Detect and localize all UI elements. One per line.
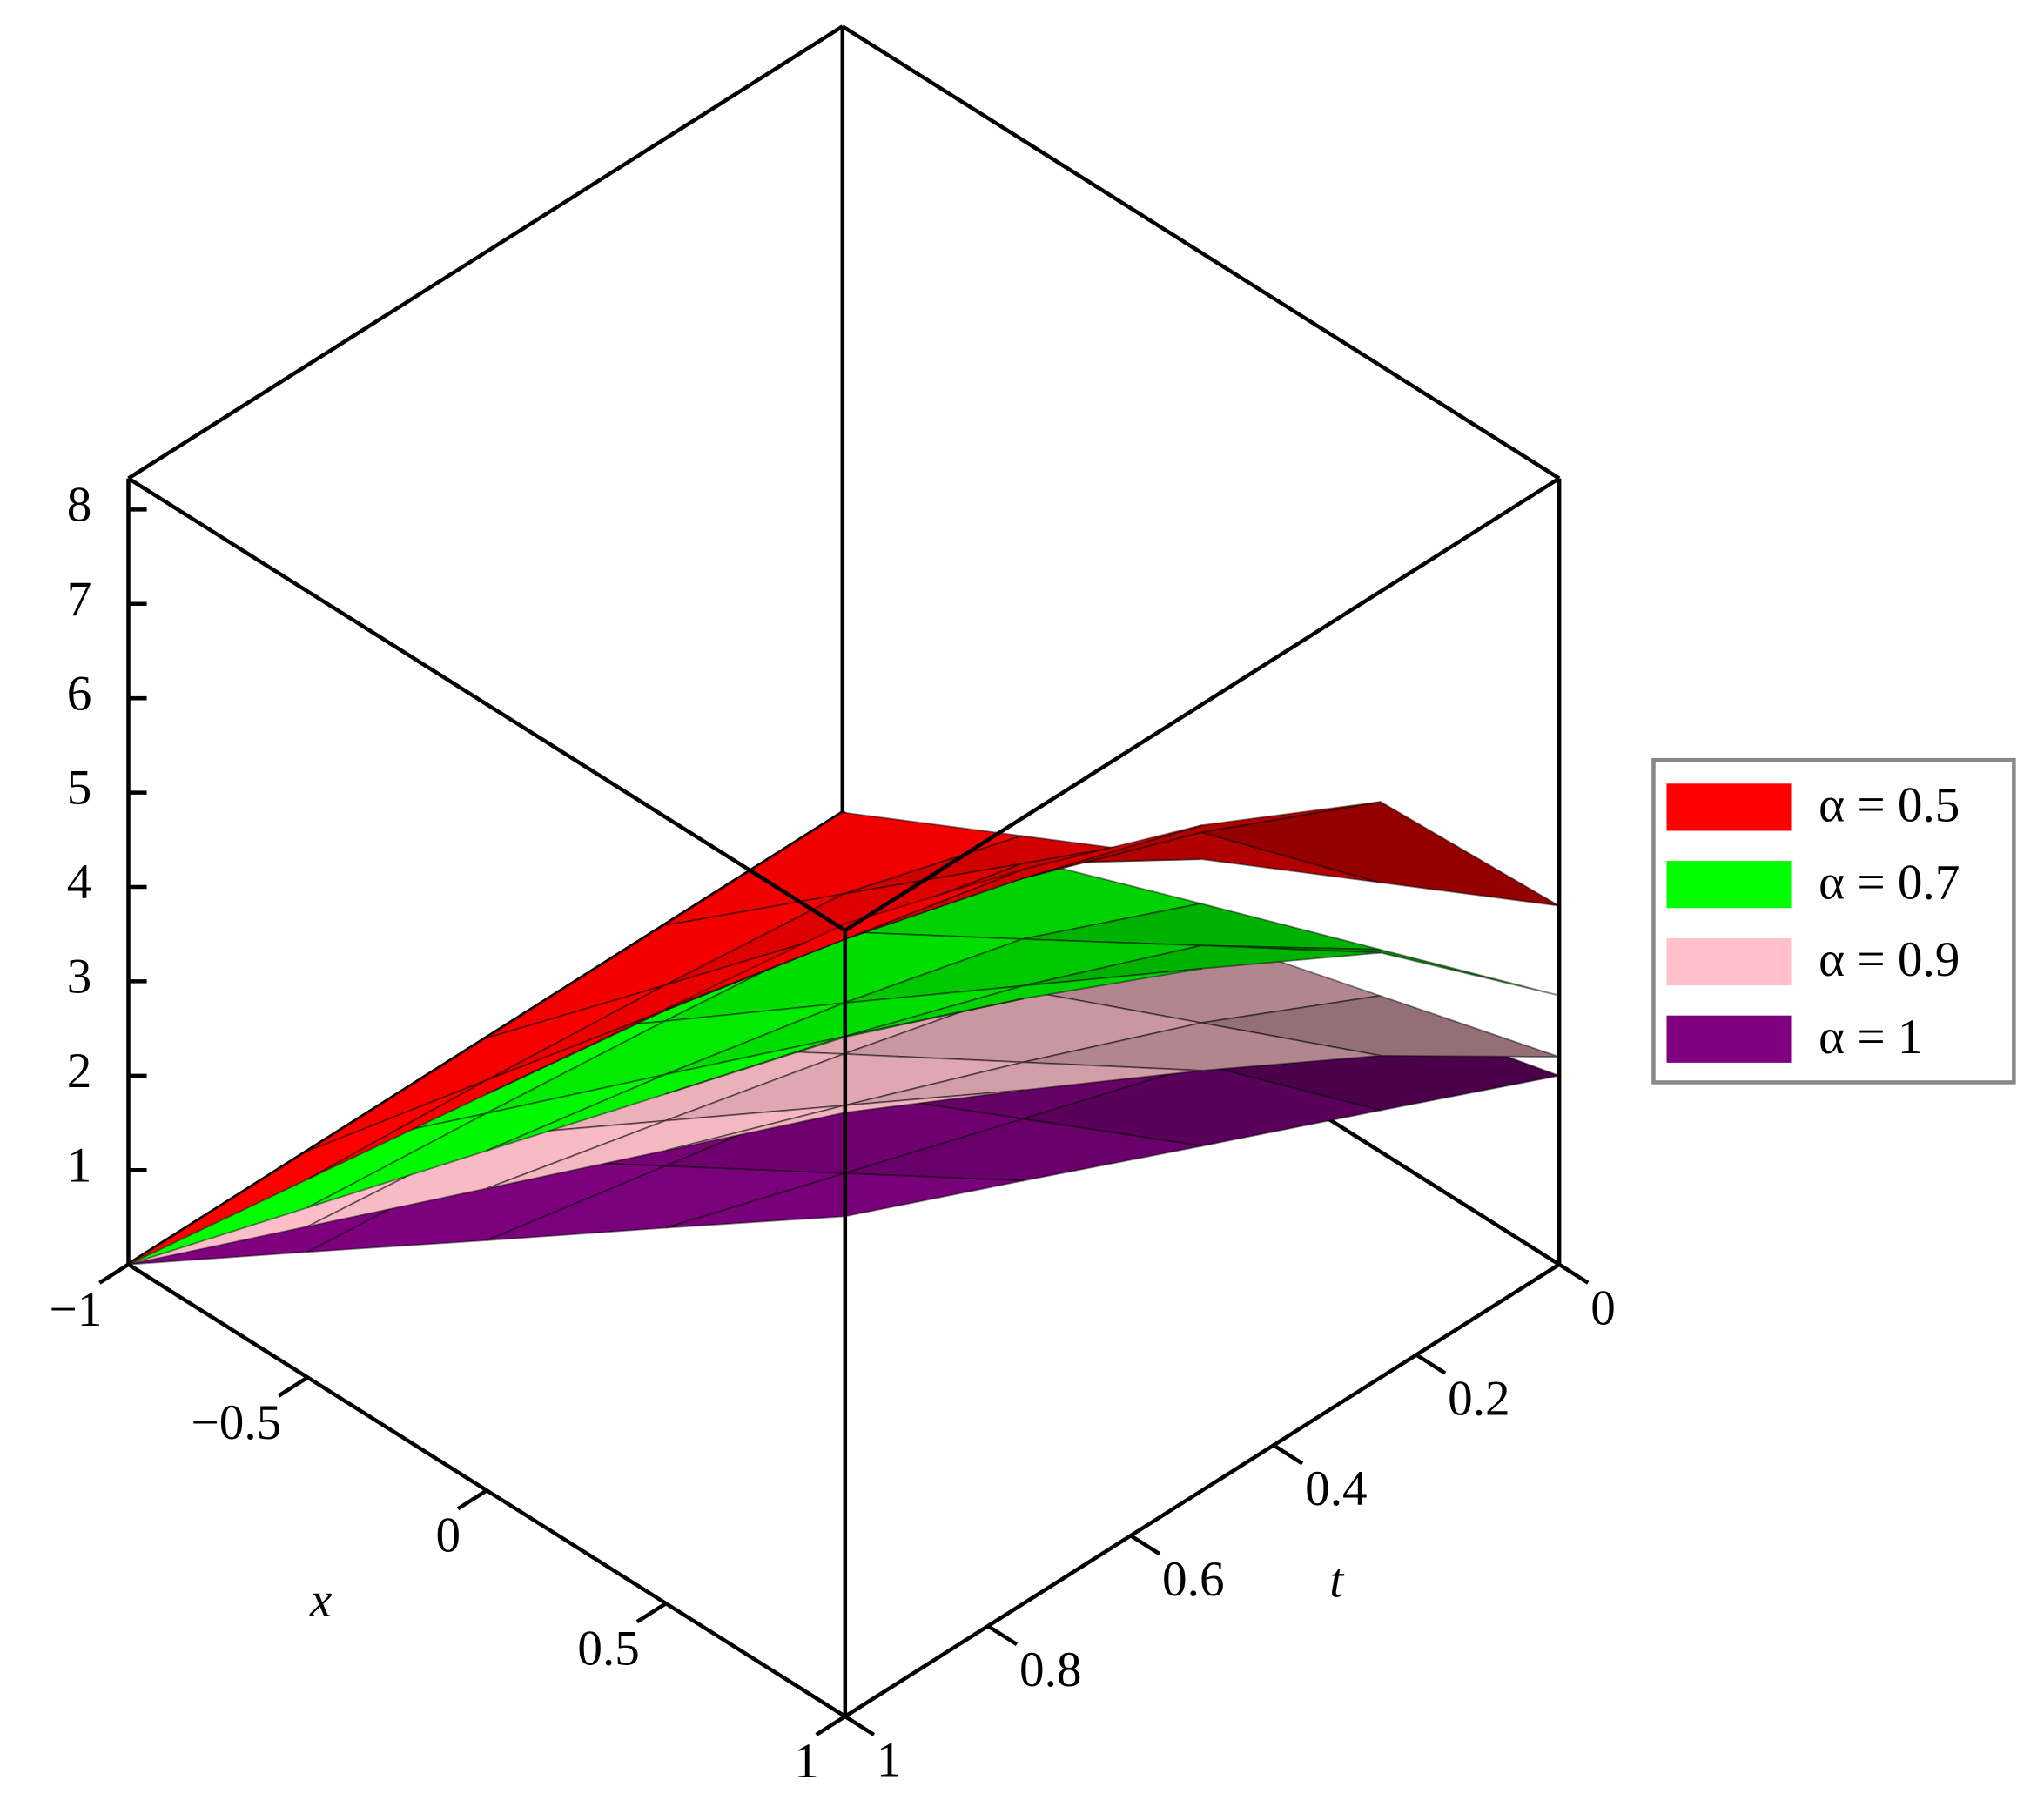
legend-label: α = 0.9 (1819, 932, 1960, 987)
box-edge (127, 476, 847, 932)
x-tick (278, 1375, 309, 1398)
t-tick (1272, 1443, 1304, 1466)
axes: 1 2 3 4 5 6 7 8 −1 −0.5 0 0.5 1 0 0.2 0.4 0.6 0.8 1 x t (50, 477, 1616, 1789)
t-tick (844, 1715, 876, 1736)
legend: α = 0.5 α = 0.7 α = 0.9 α = 1 (1666, 778, 1960, 1065)
t-tick-label: 0.8 (1019, 1642, 1081, 1697)
t-tick-label: 1 (877, 1733, 902, 1788)
legend-swatch (1666, 937, 1792, 986)
z-tick-label: 8 (67, 477, 92, 532)
t-tick-label: 0.6 (1162, 1552, 1224, 1607)
box-edge (841, 24, 1561, 480)
z-tick-label: 7 (67, 572, 92, 627)
x-tick-label: −1 (50, 1282, 103, 1337)
x-tick-label: 0.5 (577, 1621, 639, 1676)
t-tick-label: 0 (1590, 1280, 1616, 1335)
z-tick-label: 2 (67, 1044, 92, 1098)
legend-swatch (1666, 1015, 1792, 1063)
z-tick-label: 5 (67, 761, 92, 816)
legend-label: α = 0.5 (1819, 778, 1960, 833)
t-tick (1557, 1262, 1590, 1285)
t-axis-label: t (1329, 1554, 1345, 1609)
legend-swatch (1666, 861, 1792, 909)
t-tick (986, 1624, 1019, 1647)
t-tick (1129, 1534, 1161, 1556)
legend-label: α = 0.7 (1819, 855, 1960, 910)
box-edge (127, 24, 844, 480)
x-tick-label: 1 (794, 1734, 819, 1789)
legend-label: α = 1 (1819, 1010, 1922, 1065)
box-edge (127, 1262, 847, 1718)
x-tick-label: 0 (435, 1508, 461, 1563)
t-tick-label: 0.4 (1305, 1461, 1367, 1516)
z-tick-label: 6 (67, 666, 92, 721)
x-tick (815, 1715, 847, 1736)
t-tick (1415, 1353, 1447, 1375)
x-tick (98, 1262, 130, 1285)
box-edge (844, 476, 1561, 932)
z-tick-label: 1 (67, 1138, 92, 1192)
x-axis-label: x (309, 1573, 332, 1628)
x-tick (456, 1488, 488, 1511)
x-tick (635, 1602, 668, 1624)
t-tick-label: 0.2 (1448, 1371, 1509, 1426)
box-edge (844, 1262, 1561, 1718)
x-tick-label: −0.5 (191, 1395, 281, 1450)
z-tick-label: 4 (67, 855, 92, 910)
box-front (126, 24, 1562, 1718)
legend-swatch (1666, 783, 1792, 831)
z-tick-label: 3 (67, 950, 92, 1004)
